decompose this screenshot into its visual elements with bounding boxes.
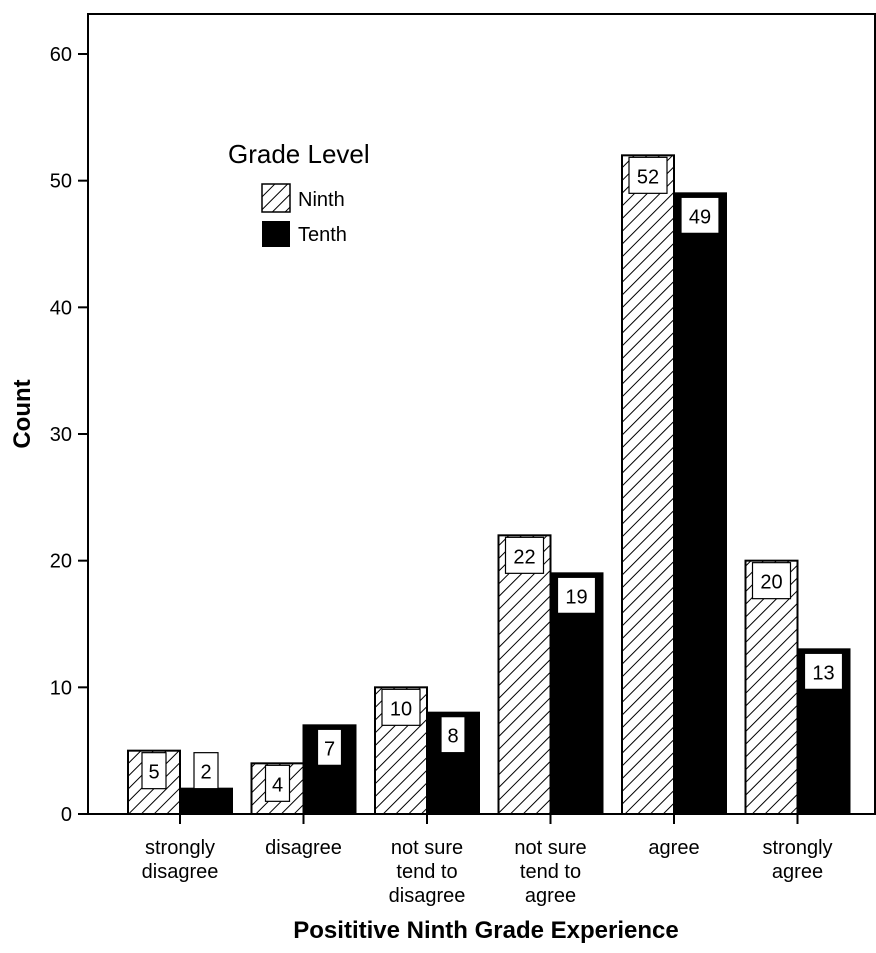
y-tick-label: 30 bbox=[50, 424, 72, 446]
legend-title: Grade Level bbox=[228, 139, 370, 169]
data-label: 20 bbox=[760, 572, 782, 594]
legend-label-tenth: Tenth bbox=[298, 224, 347, 246]
data-label-box bbox=[381, 688, 421, 726]
x-tick-label: not sure bbox=[514, 837, 586, 859]
x-tick-label: agree bbox=[772, 861, 823, 883]
x-tick-label: disagree bbox=[142, 861, 219, 883]
y-tick-label: 60 bbox=[50, 44, 72, 66]
data-label: 2 bbox=[200, 762, 211, 784]
x-tick-label: disagree bbox=[389, 885, 466, 907]
y-tick-label: 0 bbox=[61, 804, 72, 826]
data-label-box bbox=[141, 752, 167, 790]
data-label: 10 bbox=[390, 698, 412, 720]
data-label: 7 bbox=[324, 738, 335, 760]
y-axis: 0 10 20 30 40 50 60 bbox=[50, 44, 88, 826]
data-label-box bbox=[628, 156, 668, 194]
data-label-box bbox=[556, 576, 597, 614]
data-label-box bbox=[193, 752, 219, 790]
bar-tenth bbox=[179, 787, 233, 816]
data-label: 19 bbox=[565, 586, 587, 608]
data-label: 22 bbox=[513, 546, 535, 568]
x-axis-title: Posititive Ninth Grade Experience bbox=[293, 917, 678, 944]
data-label-box bbox=[751, 562, 792, 600]
x-tick-label: tend to bbox=[396, 861, 457, 883]
data-label-box bbox=[504, 536, 545, 574]
data-label: 5 bbox=[148, 762, 159, 784]
bar-ninth bbox=[497, 534, 552, 815]
x-tick-label: not sure bbox=[391, 837, 463, 859]
x-tick-label: tend to bbox=[520, 861, 581, 883]
x-tick-label: agree bbox=[525, 885, 576, 907]
y-tick-label: 40 bbox=[50, 297, 72, 319]
data-label: 52 bbox=[637, 166, 659, 188]
data-label: 4 bbox=[272, 774, 283, 796]
data-label-box bbox=[440, 716, 466, 754]
y-axis-title: Count bbox=[9, 379, 36, 448]
x-tick-label: agree bbox=[648, 837, 699, 859]
legend: Grade Level Ninth Tenth bbox=[228, 139, 370, 247]
data-label: 49 bbox=[689, 206, 711, 228]
data-label-box bbox=[680, 196, 720, 234]
y-tick-label: 20 bbox=[50, 551, 72, 573]
data-label: 13 bbox=[812, 662, 834, 684]
bar-tenth bbox=[673, 192, 727, 816]
data-label-box bbox=[803, 652, 844, 690]
bars-group bbox=[127, 154, 851, 816]
x-tick-label: strongly bbox=[145, 837, 215, 859]
legend-swatch-tenth bbox=[262, 221, 290, 247]
data-label: 8 bbox=[447, 726, 458, 748]
y-tick-label: 10 bbox=[50, 677, 72, 699]
bar-ninth bbox=[621, 154, 675, 816]
x-tick-label: strongly bbox=[762, 837, 832, 859]
y-tick-label: 50 bbox=[50, 171, 72, 193]
legend-label-ninth: Ninth bbox=[298, 189, 345, 211]
plot-frame bbox=[87, 13, 876, 815]
x-tick-label: disagree bbox=[265, 837, 342, 859]
data-label-box bbox=[264, 764, 291, 802]
data-label-box bbox=[316, 728, 343, 766]
legend-swatch-ninth bbox=[261, 183, 291, 213]
